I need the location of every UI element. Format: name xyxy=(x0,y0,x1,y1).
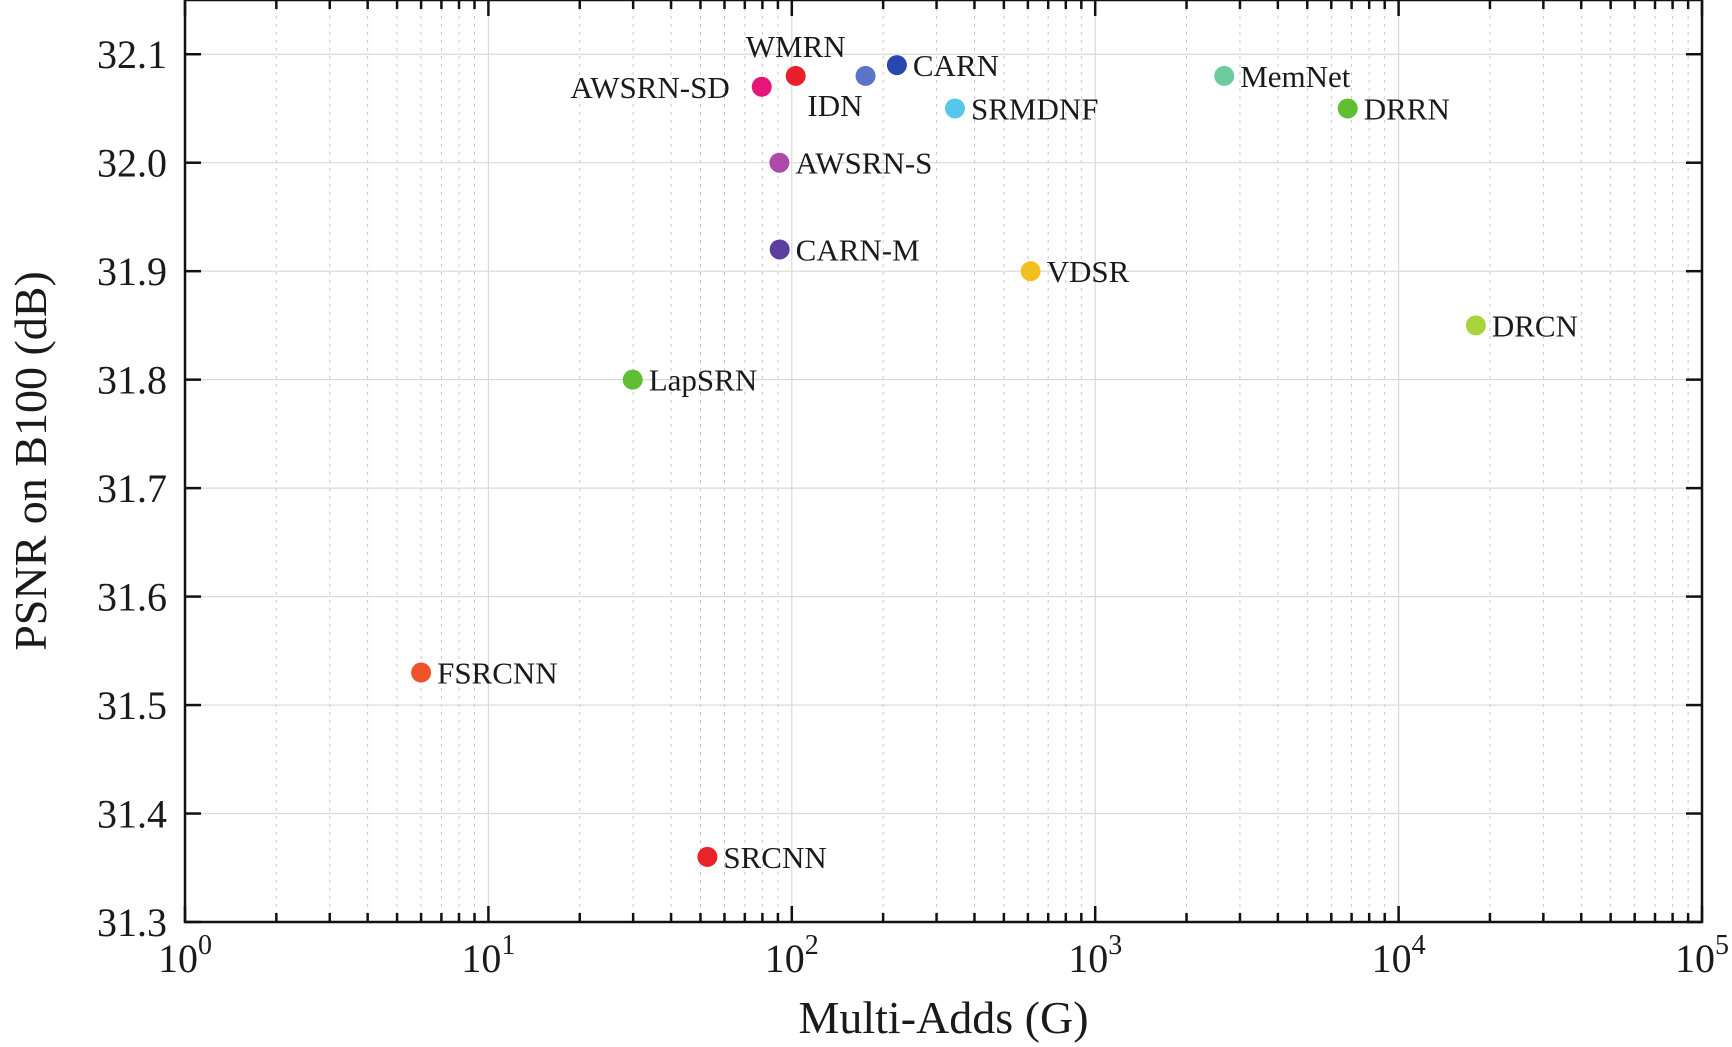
data-point xyxy=(1337,98,1358,119)
y-tick-labels: 31.3 31.4 31.5 31.6 31.7 31.8 31.9 32.0 32.1 xyxy=(97,32,167,945)
x-tick-label: 102 xyxy=(765,930,819,981)
data-point xyxy=(411,662,432,683)
x-tick-labels: 100 101 102 103 104 105 xyxy=(158,930,1729,981)
point-label: WMRN xyxy=(746,29,846,64)
data-point xyxy=(697,846,718,867)
data-point xyxy=(785,65,806,86)
data-point xyxy=(944,98,965,119)
data-point xyxy=(855,65,876,86)
data-point xyxy=(1020,261,1041,282)
y-tick-label: 31.9 xyxy=(97,249,167,294)
point-label: FSRCNN xyxy=(437,656,558,691)
y-tick-label: 31.5 xyxy=(97,683,167,728)
point-label: CARN xyxy=(913,48,999,83)
x-tick-label: 101 xyxy=(461,930,515,981)
x-tick-label: 100 xyxy=(158,930,212,981)
data-point xyxy=(886,55,907,76)
x-axis-title: Multi-Adds (G) xyxy=(798,992,1088,1043)
point-label: SRCNN xyxy=(723,840,826,875)
y-tick-label: 31.4 xyxy=(97,792,167,837)
plot-frame xyxy=(183,0,1704,924)
x-tick-label: 105 xyxy=(1675,930,1729,981)
data-point xyxy=(751,76,772,97)
y-tick-label: 31.3 xyxy=(97,900,167,945)
data-point xyxy=(769,239,790,260)
y-tick-label: 31.8 xyxy=(97,358,167,403)
point-label: DRCN xyxy=(1492,308,1578,343)
data-point xyxy=(769,152,790,173)
y-tick-label: 32.0 xyxy=(97,141,167,186)
y-axis-title: PSNR on B100 (dB) xyxy=(5,271,56,651)
point-label: AWSRN-S xyxy=(795,146,932,181)
axis-ticks xyxy=(183,0,1704,924)
point-label: SRMDNF xyxy=(971,91,1099,126)
x-tick-label: 103 xyxy=(1068,930,1122,981)
data-points xyxy=(411,55,1486,867)
y-tick-label: 32.1 xyxy=(97,32,167,77)
x-tick-label: 104 xyxy=(1372,930,1426,981)
point-label: MemNet xyxy=(1240,59,1351,94)
point-label: AWSRN-SD xyxy=(570,70,729,105)
point-label: DRRN xyxy=(1364,91,1450,126)
data-point xyxy=(1214,65,1235,86)
y-tick-label: 31.6 xyxy=(97,575,167,620)
point-label: IDN xyxy=(807,88,862,123)
grid xyxy=(184,0,1703,923)
data-point xyxy=(622,369,643,390)
point-labels: SRCNN FSRCNN LapSRN CARN-M AWSRN-S AWSRN-SD WM… xyxy=(437,29,1578,875)
point-label: VDSR xyxy=(1047,254,1130,289)
y-tick-label: 31.7 xyxy=(97,466,167,511)
data-point xyxy=(1465,315,1486,336)
point-label: CARN-M xyxy=(796,232,920,267)
point-label: LapSRN xyxy=(649,363,758,398)
